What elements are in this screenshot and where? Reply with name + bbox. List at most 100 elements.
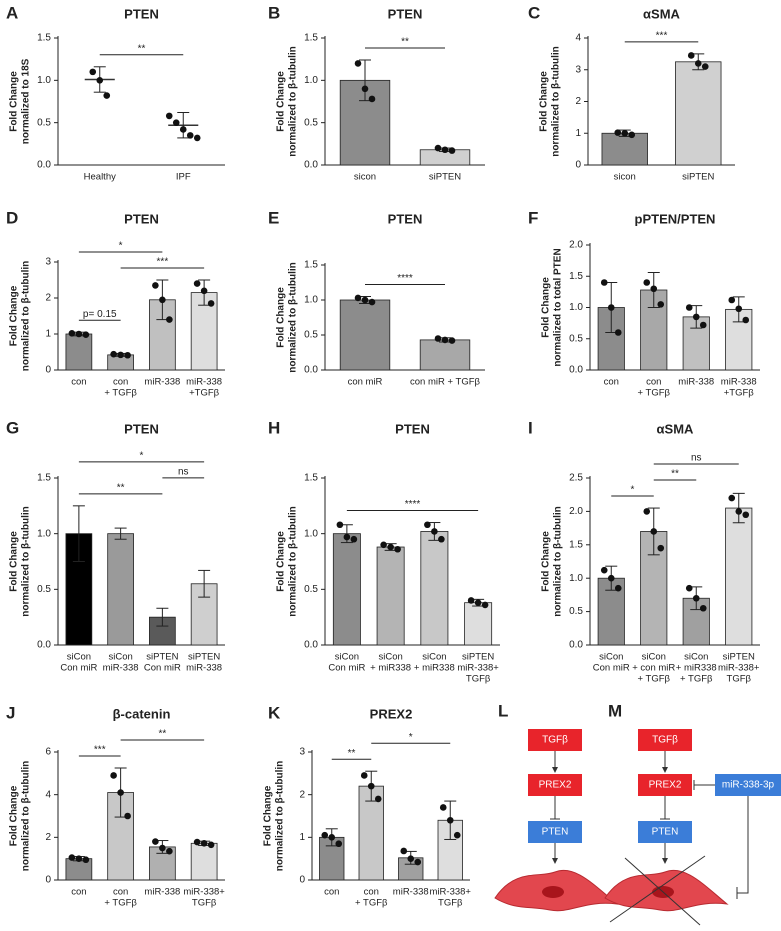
x-tick-label: TGFβ	[438, 898, 463, 909]
x-tick-label: siCon	[67, 652, 91, 663]
data-point	[336, 521, 344, 529]
node-box	[638, 821, 692, 843]
data-point	[434, 335, 442, 342]
data-point	[600, 279, 608, 286]
data-point	[193, 280, 201, 287]
significance-label: **	[401, 37, 409, 48]
y-tick-label: 1	[45, 329, 51, 340]
data-point	[685, 304, 693, 311]
significance-label: ***	[157, 257, 169, 268]
bar	[339, 79, 391, 166]
data-point	[96, 77, 104, 84]
data-point	[742, 511, 750, 519]
data-point	[166, 316, 173, 323]
chart-title: PTEN	[388, 211, 423, 226]
data-point	[692, 594, 700, 602]
node-label: PREX2	[649, 780, 682, 791]
error-bar	[177, 112, 190, 139]
y-tick-label: 1.5	[37, 33, 51, 44]
y-axis-label: Fold Change	[263, 785, 274, 846]
panel-label: J	[6, 703, 15, 722]
data-point	[434, 144, 442, 152]
x-tick-label: con	[71, 887, 86, 898]
bar	[420, 531, 449, 646]
y-tick-label: 2	[45, 293, 51, 304]
data-point	[110, 350, 117, 358]
data-point	[159, 296, 166, 304]
x-tick-label: miR-338+	[430, 887, 472, 898]
data-point	[607, 304, 615, 311]
y-tick-label: 0.0	[569, 640, 583, 651]
data-point	[407, 855, 415, 862]
y-tick-label: 0.0	[304, 365, 318, 376]
data-point	[699, 321, 707, 329]
y-axis-label: Fold Change	[541, 277, 552, 338]
node-box	[638, 729, 692, 751]
panel-label: A	[6, 3, 18, 22]
bar	[675, 61, 722, 166]
data-point	[159, 844, 166, 852]
node-box	[528, 821, 582, 843]
y-tick-label: 0	[45, 365, 51, 376]
panel-label: B	[268, 3, 280, 22]
data-point	[89, 68, 97, 76]
data-point	[643, 279, 651, 286]
x-tick-label: siCon	[108, 652, 132, 663]
data-point	[75, 855, 83, 862]
data-point	[424, 521, 431, 529]
x-tick-label: con miR	[348, 377, 383, 388]
data-point	[82, 856, 90, 864]
y-tick-label: 0.5	[37, 117, 51, 128]
y-tick-label: 4	[575, 33, 581, 44]
chart-title: PREX2	[370, 706, 413, 721]
y-axis-label: normalized to β-tubulin	[21, 506, 32, 617]
chart-title: PTEN	[124, 211, 159, 226]
y-tick-label: 0.5	[37, 584, 51, 595]
x-tick-label: con	[604, 377, 619, 388]
y-axis-label: normalized to β-tubulin	[288, 262, 299, 373]
data-point	[200, 287, 208, 295]
error-bar	[114, 527, 127, 540]
panel-label: M	[608, 701, 622, 720]
significance-label: *	[140, 450, 144, 461]
data-point	[453, 831, 461, 839]
y-tick-label: 0.0	[37, 640, 51, 651]
x-tick-label: miR-338	[144, 377, 180, 388]
x-tick-label: + TGFβ	[104, 388, 137, 399]
x-tick-label: + TGFβ	[355, 898, 388, 909]
panel-label: H	[268, 418, 280, 437]
y-tick-label: 0.5	[304, 584, 318, 595]
data-point	[614, 584, 622, 592]
node-box	[638, 774, 692, 796]
significance-label: p= 0.15	[83, 309, 117, 320]
data-point	[368, 298, 376, 306]
data-point	[614, 129, 622, 136]
data-point	[343, 533, 351, 541]
x-tick-label: con	[364, 887, 379, 898]
significance-label: ns	[691, 453, 702, 464]
y-axis-label: normalized to β-tubulin	[21, 261, 32, 372]
x-tick-label: con	[71, 377, 86, 388]
data-point	[628, 131, 636, 139]
panel-label: L	[498, 701, 508, 720]
y-axis-label: normalized to 18S	[21, 58, 32, 144]
data-point	[438, 535, 445, 543]
data-point	[361, 296, 369, 304]
x-tick-label: sicon	[614, 172, 636, 183]
error-bar	[156, 607, 169, 627]
data-point	[441, 146, 449, 154]
node-box	[528, 774, 582, 796]
data-point	[474, 599, 482, 606]
y-tick-label: 0.5	[569, 606, 583, 617]
x-tick-label: siCon	[684, 652, 708, 663]
significance-label: **	[117, 482, 125, 493]
y-tick-label: 1	[299, 832, 305, 843]
data-point	[735, 508, 743, 515]
y-tick-label: 1.0	[304, 528, 318, 539]
data-point	[360, 772, 368, 779]
data-point	[735, 305, 743, 313]
y-tick-label: 3	[299, 747, 305, 758]
x-tick-label: miR-338	[393, 887, 429, 898]
inhibition-line	[737, 796, 749, 894]
data-point	[179, 126, 187, 133]
